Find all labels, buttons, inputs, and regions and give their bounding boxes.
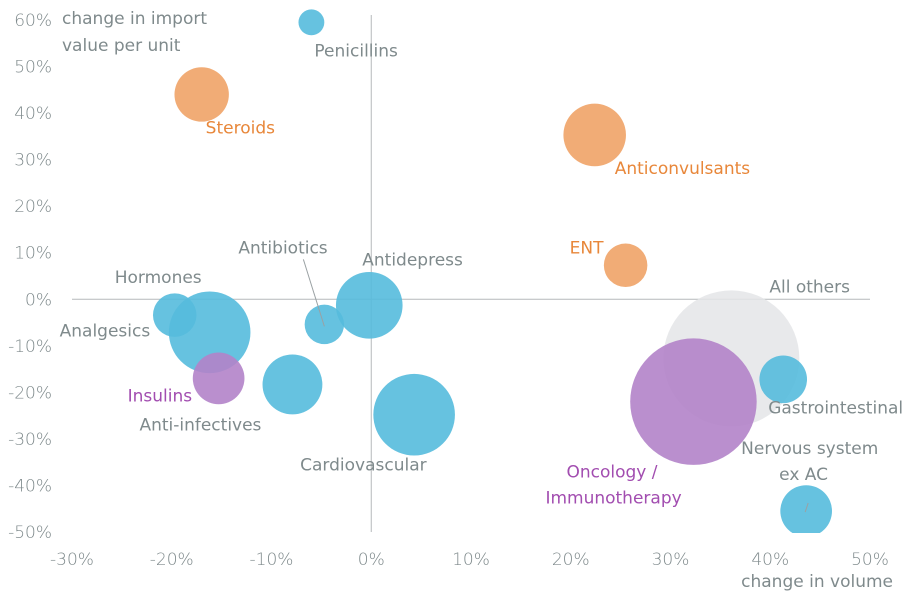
label-line: Hormones (115, 268, 202, 288)
label-insulins: Insulins (128, 386, 193, 406)
label-anticonvulsants: Anticonvulsants (615, 159, 751, 179)
x-tick-label: 20% (552, 550, 590, 570)
y-tick-label: 40% (14, 104, 52, 124)
label-line: Penicillins (314, 41, 398, 61)
bubble-penicillins (298, 9, 325, 36)
y-tick-label: 30% (14, 151, 52, 171)
label-anti-infectives: Anti-infectives (139, 415, 261, 435)
label-antibiotics: Antibiotics (238, 238, 327, 258)
label-nervous-system-ex-ac: Nervous system ex AC (741, 439, 878, 485)
label-line: Steroids (206, 118, 275, 138)
label-line: Anticonvulsants (615, 159, 751, 179)
x-tick-label: 50% (851, 550, 889, 570)
x-tick-label: -30% (50, 550, 94, 570)
label-gastrointestinal: Gastrointestinal (768, 398, 903, 418)
y-tick-label: 10% (14, 244, 52, 264)
bubble-ent (603, 243, 648, 288)
y-tick-label: 60% (14, 11, 52, 31)
y-tick-label: -50% (8, 523, 52, 543)
label-line: Analgesics (60, 321, 151, 341)
label-penicillins: Penicillins (314, 41, 398, 61)
y-tick-label: -30% (8, 430, 52, 450)
x-tick-label: -20% (150, 550, 194, 570)
label-line: Oncology / (566, 463, 657, 483)
bubble-anti-infectives (262, 354, 323, 415)
bubble-steroids (174, 67, 229, 122)
x-tick-labels: -30% -20% -10% 0% 10% 20% 30% 40% 50% (50, 550, 889, 570)
x-tick-label: 30% (652, 550, 690, 570)
label-line: Cardiovascular (300, 456, 426, 476)
label-line: ENT (570, 238, 604, 258)
label-ent: ENT (570, 238, 604, 258)
bubble-oncology-immunotherapy (630, 338, 757, 465)
x-tick-label: 10% (452, 550, 490, 570)
label-hormones: Hormones (115, 268, 202, 288)
leader-line-nervous-system-ex-ac (804, 502, 809, 513)
label-all-others: All others (769, 277, 850, 297)
bubble-cardiovascular (373, 373, 455, 456)
label-line: ex AC (779, 465, 828, 485)
bubble-labels: Penicillins Steroids Anticonvulsants ENT Hor… (60, 41, 903, 508)
bubbles (152, 9, 832, 533)
bubble-gastrointestinal (759, 355, 808, 404)
x-tick-label: 40% (751, 550, 789, 570)
bubble-analgesics (168, 291, 251, 374)
y-tick-label: -20% (8, 383, 52, 403)
label-line: Gastrointestinal (768, 398, 903, 418)
bubble-insulins (192, 352, 245, 405)
y-axis-title-line-1: change in import (62, 9, 207, 29)
x-tick-label: 0% (358, 550, 385, 570)
label-line: Insulins (128, 386, 193, 406)
y-axis-title-line-2: value per unit (62, 36, 181, 56)
label-analgesics: Analgesics (60, 321, 151, 341)
x-axis-title: change in volume (741, 572, 893, 592)
y-tick-label: -10% (8, 337, 52, 357)
y-tick-label: 20% (14, 197, 52, 217)
label-steroids: Steroids (206, 118, 275, 138)
label-line: Anti-infectives (139, 415, 261, 435)
label-cardiovascular: Cardiovascular (300, 456, 426, 476)
leader-line-antibiotics (302, 259, 325, 327)
y-tick-labels: 60% 50% 40% 30% 20% 10% 0% -10% -20% -30% -40% -50% (8, 11, 52, 543)
label-line: All others (769, 277, 850, 297)
bubble-anticonvulsants (563, 103, 626, 167)
label-antidepress: Antidepress (362, 250, 463, 270)
leader-lines (302, 259, 809, 513)
y-tick-label: 0% (25, 290, 52, 310)
y-tick-label: 50% (14, 58, 52, 78)
label-line: Nervous system (741, 439, 878, 459)
label-line: Antibiotics (238, 238, 327, 258)
bubble-antidepress (335, 272, 403, 339)
bubble-nervous-system-ex-ac (780, 485, 832, 533)
bubble-antibiotics (304, 304, 345, 345)
label-line: Antidepress (362, 250, 463, 270)
x-tick-label: -10% (250, 550, 294, 570)
label-line: Immunotherapy (545, 489, 681, 509)
y-tick-label: -40% (8, 476, 52, 496)
label-oncology-immunotherapy: Oncology / Immunotherapy (545, 463, 681, 509)
